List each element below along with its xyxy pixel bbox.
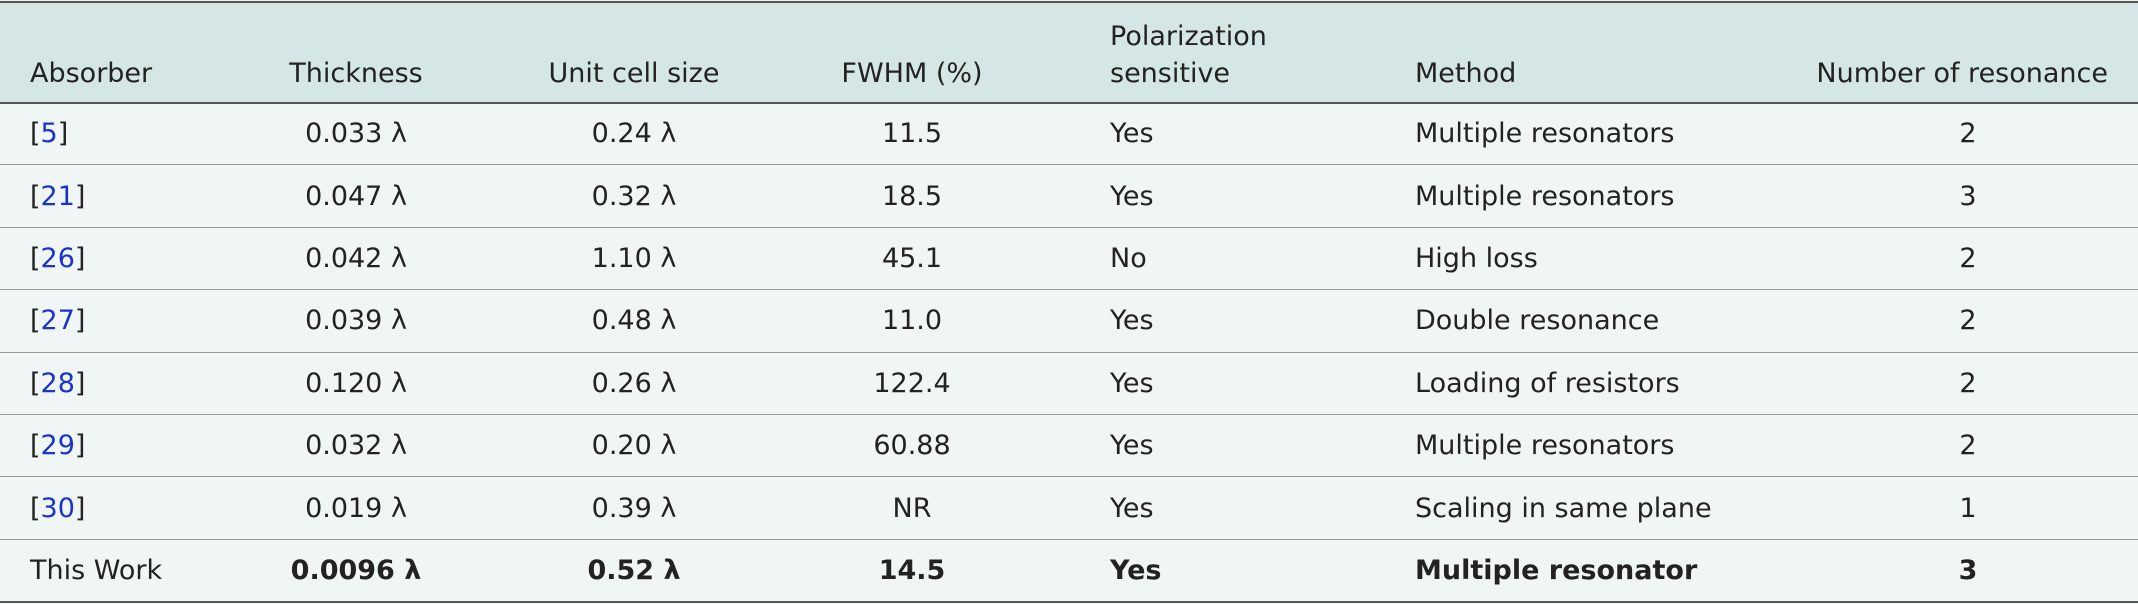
table-cell: 2 — [1959, 118, 1977, 150]
table-cell: 0.019 λ — [305, 492, 407, 524]
table-cell: 0.48 λ — [591, 305, 677, 337]
bracket: [ — [30, 305, 41, 337]
reference-link[interactable]: 5 — [40, 118, 58, 150]
table-cell: 18.5 — [881, 180, 943, 212]
reference-link[interactable]: 28 — [40, 367, 75, 399]
table-cell: 3 — [1959, 180, 1977, 212]
table-cell: This Work — [30, 555, 163, 586]
table-cell: 3 — [1958, 555, 1978, 586]
row-rule — [0, 226, 2138, 228]
row-rule — [0, 601, 2138, 603]
table-cell: NR — [892, 492, 932, 524]
reference-link[interactable]: 29 — [40, 430, 75, 462]
table-cell: 2 — [1959, 305, 1977, 337]
header-cell: Unit cell size — [548, 58, 720, 89]
table-cell: 0.26 λ — [591, 367, 677, 399]
table-cell: No — [1110, 243, 1147, 274]
table-cell: 0.20 λ — [591, 430, 677, 462]
bracket: [ — [30, 430, 41, 462]
table-cell: 1 — [1959, 492, 1977, 524]
row-rule — [0, 351, 2138, 353]
header-cell: Thickness — [289, 58, 423, 89]
row-rule — [0, 538, 2138, 540]
table-cell: 0.0096 λ — [290, 555, 422, 586]
bracket: ] — [74, 243, 86, 274]
table-cell: Loading of resistors — [1415, 367, 1680, 399]
table-cell: 0.047 λ — [305, 180, 407, 212]
table-cell: 60.88 — [873, 430, 951, 462]
table-cell: Yes — [1110, 367, 1154, 399]
table-cell: 0.39 λ — [591, 492, 677, 524]
bracket: [ — [30, 243, 41, 274]
table-cell: 2 — [1959, 430, 1977, 462]
header-cell: FWHM (%) — [841, 58, 983, 89]
reference-link[interactable]: 26 — [40, 243, 75, 274]
table-cell: 0.042 λ — [305, 243, 407, 274]
row-rule — [0, 476, 2138, 478]
bracket: ] — [74, 492, 86, 524]
reference-cell: [29] — [30, 427, 85, 464]
header-background — [0, 2, 2138, 102]
table-cell: 45.1 — [881, 243, 943, 274]
reference-cell: [28] — [30, 365, 85, 402]
table-cell: Multiple resonators — [1415, 180, 1675, 212]
row-rule — [0, 164, 2138, 166]
table-cell: Yes — [1110, 430, 1154, 462]
table-cell: 122.4 — [873, 367, 951, 399]
bracket: ] — [74, 367, 86, 399]
bracket: [ — [30, 492, 41, 524]
row-rule — [0, 414, 2138, 415]
reference-link[interactable]: 21 — [40, 180, 75, 212]
header-cell: Polarization sensitive — [1110, 21, 1267, 89]
table-cell: 0.039 λ — [305, 305, 407, 337]
table-cell: Yes — [1110, 555, 1162, 586]
bracket: [ — [30, 367, 41, 399]
reference-cell: [5] — [30, 115, 68, 152]
reference-link[interactable]: 27 — [40, 305, 75, 337]
table-cell: 1.10 λ — [591, 243, 677, 274]
table-cell: 0.32 λ — [591, 180, 677, 212]
table-cell: 11.0 — [881, 305, 943, 337]
rule — [0, 102, 2138, 104]
bracket: [ — [30, 118, 41, 150]
table-cell: 2 — [1959, 367, 1977, 399]
table-cell: Yes — [1110, 305, 1154, 337]
reference-cell: [30] — [30, 490, 85, 527]
table-cell: Multiple resonators — [1415, 430, 1675, 462]
reference-cell: [26] — [30, 240, 85, 277]
table-cell: Scaling in same plane — [1415, 492, 1712, 524]
table-cell: 0.52 λ — [587, 555, 681, 586]
table-cell: 11.5 — [881, 118, 943, 150]
bracket: [ — [30, 180, 41, 212]
header-cell: Absorber — [30, 58, 153, 89]
table-cell: 0.033 λ — [305, 118, 407, 150]
header-cell: Number of resonance — [1816, 58, 2108, 89]
table-cell: High loss — [1415, 243, 1538, 274]
header-cell: Method — [1415, 58, 1517, 89]
bracket: ] — [57, 118, 69, 150]
reference-cell: [27] — [30, 302, 85, 339]
row-rule — [0, 289, 2138, 291]
table-cell: Yes — [1110, 180, 1154, 212]
table-cell: 0.24 λ — [591, 118, 677, 150]
table-cell: Multiple resonators — [1415, 118, 1675, 150]
table-cell: Yes — [1110, 118, 1154, 150]
bracket: ] — [74, 430, 86, 462]
table-cell: Double resonance — [1415, 305, 1660, 337]
table-cell: 0.032 λ — [305, 430, 407, 462]
table-cell: 14.5 — [878, 555, 946, 586]
bracket: ] — [74, 180, 86, 212]
rule — [0, 1, 2138, 3]
table-cell: Yes — [1110, 492, 1154, 524]
reference-cell: [21] — [30, 178, 85, 215]
bracket: ] — [74, 305, 86, 337]
table-cell: Multiple resonator — [1415, 555, 1698, 586]
table-cell: 2 — [1959, 243, 1977, 274]
table-cell: 0.120 λ — [305, 367, 407, 399]
reference-link[interactable]: 30 — [40, 492, 75, 524]
